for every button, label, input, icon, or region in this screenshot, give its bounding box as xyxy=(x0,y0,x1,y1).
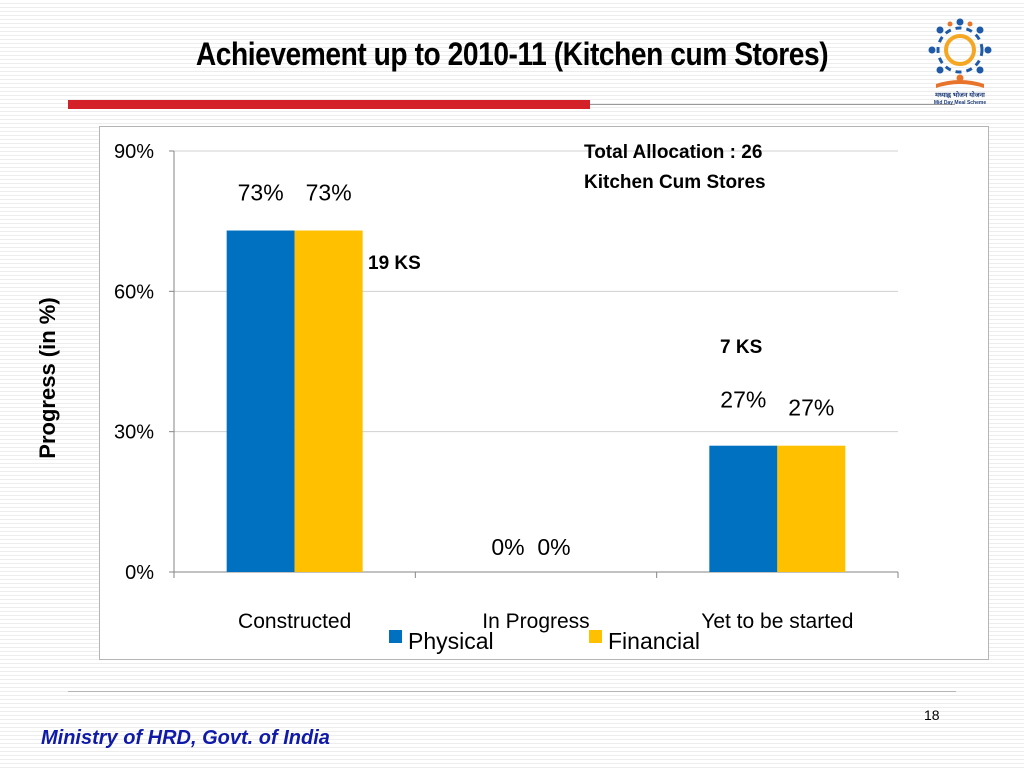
slide-title: Achievement up to 2010-11 (Kitchen cum S… xyxy=(195,36,829,72)
legend-swatch-financial xyxy=(589,630,602,643)
y-axis-title-text: Progress (in %) xyxy=(35,297,60,459)
page-number: 18 xyxy=(924,707,940,723)
data-label: 0% xyxy=(491,534,524,560)
data-label: 0% xyxy=(537,534,570,560)
title-underline-grey xyxy=(590,104,955,105)
title-underline-red xyxy=(68,100,590,109)
bar-financial xyxy=(777,445,846,572)
logo-figures-orange xyxy=(947,21,973,82)
y-tick-label: 0% xyxy=(125,562,154,584)
y-tick-label: 30% xyxy=(114,422,154,444)
logo-book xyxy=(936,80,984,88)
logo-figures xyxy=(928,18,992,74)
annotation-constructed-count: 19 KS xyxy=(368,253,421,274)
data-label: 27% xyxy=(788,395,834,421)
data-label: 73% xyxy=(306,180,352,206)
legend-swatch-physical xyxy=(389,630,402,643)
legend-label-physical: Physical xyxy=(408,628,494,654)
y-tick-label: 90% xyxy=(114,141,154,163)
logo-english-text: Mid Day Meal Scheme xyxy=(934,100,986,106)
logo-ring xyxy=(936,26,984,74)
annotation-yet-count: 7 KS xyxy=(720,337,762,358)
footer-ministry: Ministry of HRD, Govt. of India xyxy=(41,727,330,749)
bar-physical xyxy=(226,230,295,572)
footer-rule xyxy=(68,691,956,692)
bar-physical xyxy=(709,445,778,572)
logo-hindi-text: मध्याह्न भोजन योजना xyxy=(934,91,985,99)
category-label: In Progress xyxy=(482,610,589,633)
category-label: Constructed xyxy=(238,610,351,633)
category-label: Yet to be started xyxy=(701,610,853,633)
chart-frame: 0% 30% 60% 90% 73% 73% Constructed 0% 0% In Progr… xyxy=(99,126,989,660)
mdm-logo: मध्याह्न भोजन योजना Mid Day Meal Scheme xyxy=(928,18,992,106)
y-tick-label: 60% xyxy=(114,281,154,303)
annotation-total-line1: Total Allocation : 26 xyxy=(584,142,762,163)
data-label: 73% xyxy=(238,180,284,206)
data-label: 27% xyxy=(720,387,766,413)
bar-financial xyxy=(294,230,363,572)
legend-label-financial: Financial xyxy=(608,628,700,654)
bar-chart: 0% 30% 60% 90% 73% 73% Constructed 0% 0% In Progr… xyxy=(114,141,899,654)
annotation-total-line2: Kitchen Cum Stores xyxy=(584,172,766,193)
